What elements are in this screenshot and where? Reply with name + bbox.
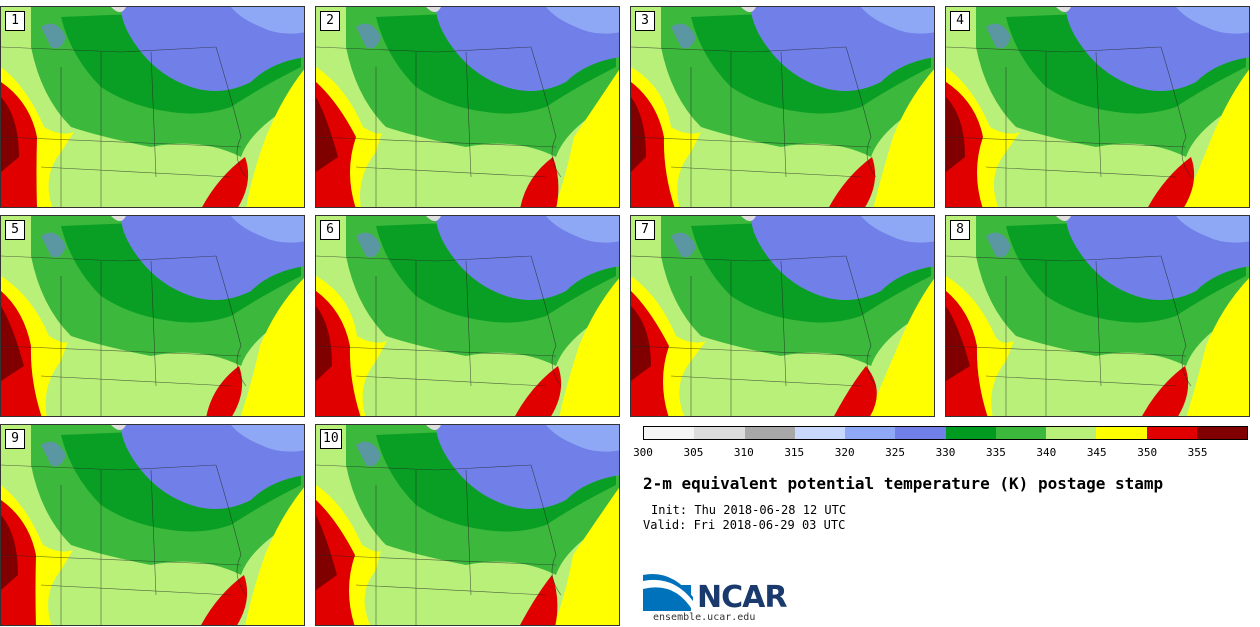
panel-number: 6 [320,220,340,240]
valid-time: Valid: Fri 2018-06-29 03 UTC [643,518,846,532]
colorbar-swatch [1046,427,1097,439]
colorbar-label: 300 [633,446,653,459]
equivalent-potential-temperature-map [1,425,304,625]
map-panel: 5 [0,215,305,417]
colorbar-swatch [1096,427,1147,439]
colorbar-label: 310 [733,446,754,459]
equivalent-potential-temperature-map [631,7,934,207]
colorbar-swatch [744,427,795,439]
colorbar [643,426,1248,440]
panel-number: 10 [320,429,342,449]
ncar-logo-text: NCAR [697,580,787,615]
colorbar-swatch [945,427,996,439]
map-panel: 9 [0,424,305,626]
panel-number: 7 [635,220,655,240]
colorbar-label: 350 [1137,446,1158,459]
equivalent-potential-temperature-map [316,7,619,207]
colorbar-label: 325 [885,446,906,459]
panel-number: 8 [950,220,970,240]
colorbar-label: 330 [935,446,956,459]
colorbar-swatch [895,427,946,439]
map-panel: 2 [315,6,620,208]
panel-number: 4 [950,11,970,31]
figure-title: 2-m equivalent potential temperature (K)… [643,474,1164,493]
map-panel: 10 [315,424,620,626]
map-panel: 8 [945,215,1250,417]
map-panel: 1 [0,6,305,208]
colorbar-swatch [694,427,745,439]
colorbar-label: 305 [683,446,704,459]
ncar-logo-swoosh [643,573,693,611]
colorbar-label: 315 [784,446,805,459]
panel-number: 5 [5,220,25,240]
panel-number: 9 [5,429,25,449]
map-panel: 3 [630,6,935,208]
colorbar-swatch [995,427,1046,439]
equivalent-potential-temperature-map [631,216,934,416]
colorbar-label: 340 [1036,446,1057,459]
colorbar-swatch [845,427,896,439]
equivalent-potential-temperature-map [946,7,1249,207]
init-time: Init: Thu 2018-06-28 12 UTC [651,503,847,517]
colorbar-label: 355 [1187,446,1208,459]
equivalent-potential-temperature-map [316,425,619,625]
panel-number: 3 [635,11,655,31]
equivalent-potential-temperature-map [946,216,1249,416]
map-panel: 4 [945,6,1250,208]
colorbar-label: 345 [1086,446,1107,459]
site-url: ensemble.ucar.edu [653,612,756,623]
map-panel: 6 [315,215,620,417]
equivalent-potential-temperature-map [1,216,304,416]
colorbar-swatch [794,427,845,439]
colorbar-labels: 300 305 310 315 320 325 330 335 340 345 350 355 [633,446,1248,460]
colorbar-swatch [1146,427,1197,439]
equivalent-potential-temperature-map [1,7,304,207]
map-panel: 7 [630,215,935,417]
panel-number: 1 [5,11,25,31]
colorbar-swatch [1196,427,1247,439]
panel-number: 2 [320,11,340,31]
equivalent-potential-temperature-map [316,216,619,416]
colorbar-label: 335 [985,446,1006,459]
colorbar-swatch [644,427,695,439]
colorbar-label: 320 [834,446,855,459]
